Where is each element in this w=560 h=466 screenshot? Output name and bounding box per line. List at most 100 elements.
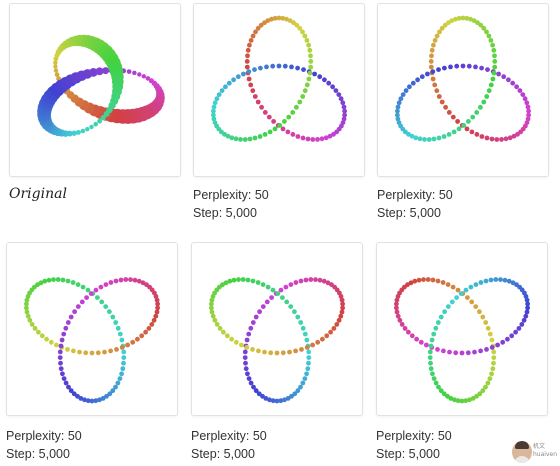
knot-point <box>286 114 292 120</box>
knot-point <box>308 59 314 64</box>
knot-point <box>68 388 74 394</box>
knot-point <box>260 282 266 287</box>
knot-point <box>58 366 64 372</box>
knot-point <box>333 88 339 93</box>
knot-point <box>264 299 270 305</box>
knot-point <box>258 22 264 28</box>
knot-point <box>259 104 264 110</box>
knot-point <box>422 137 427 142</box>
knot-point <box>107 309 112 315</box>
knot-point <box>253 314 259 320</box>
knot-point <box>97 397 102 403</box>
panel-tsne-5 <box>376 242 548 416</box>
knot-point <box>149 322 155 327</box>
knot-point <box>395 108 400 114</box>
knot-point <box>103 110 110 117</box>
knot-point <box>300 380 306 386</box>
knot-point <box>312 71 317 77</box>
knot-point <box>500 339 506 345</box>
knot-point <box>432 82 438 88</box>
knot-point <box>290 132 296 137</box>
knot-point <box>436 94 442 99</box>
knot-point <box>302 33 308 39</box>
knot-point <box>209 297 215 303</box>
step-label: Step: 5,000 <box>6 447 70 461</box>
knot-point <box>489 136 495 142</box>
knot-point <box>502 277 508 283</box>
knot-point <box>488 277 494 283</box>
knot-point <box>449 299 455 305</box>
knot-point <box>445 304 451 309</box>
knot-point <box>429 337 435 343</box>
knot-point <box>424 342 429 348</box>
knot-point <box>245 53 250 59</box>
knot-point <box>241 71 246 77</box>
knot-point <box>71 391 77 397</box>
knot-point <box>252 135 258 141</box>
knot-point <box>110 388 116 394</box>
knot-point <box>513 329 518 335</box>
knot-point <box>425 277 431 282</box>
panel-tsne-3 <box>6 242 178 416</box>
knot-point <box>146 326 152 331</box>
knot-point <box>292 391 298 397</box>
knot-point <box>221 329 226 335</box>
knot-point <box>36 329 41 335</box>
knot-point <box>93 398 99 404</box>
knot-point <box>430 277 436 283</box>
knot-point <box>229 336 234 342</box>
knot-point <box>75 129 81 135</box>
knot-point <box>226 80 232 86</box>
knot-point <box>434 33 440 39</box>
knot-point <box>24 301 29 307</box>
knot-point <box>224 333 230 339</box>
knot-point <box>484 135 490 141</box>
tsne-plot-1 <box>211 15 347 142</box>
knot-point <box>245 277 251 283</box>
knot-point <box>53 60 58 65</box>
knot-point <box>283 284 289 290</box>
knot-point <box>438 314 444 320</box>
knot-point <box>446 110 452 115</box>
knot-point <box>103 282 109 287</box>
knot-point <box>435 347 440 352</box>
knot-point <box>463 398 469 404</box>
knot-point <box>299 347 304 352</box>
knot-point <box>253 388 259 394</box>
knot-point <box>341 104 347 110</box>
knot-point <box>243 360 248 366</box>
knot-point <box>284 16 289 22</box>
knot-point <box>297 25 303 31</box>
knot-point <box>65 347 70 352</box>
knot-point <box>306 42 311 48</box>
knot-point <box>503 136 509 142</box>
knot-point <box>243 366 249 372</box>
knot-point <box>209 301 214 307</box>
knot-point <box>490 366 496 372</box>
knot-point <box>492 53 497 59</box>
knot-point <box>250 347 255 352</box>
knot-point <box>326 80 332 86</box>
knot-point <box>442 65 447 71</box>
knot-point <box>438 388 444 394</box>
knot-point <box>136 278 142 284</box>
knot-point <box>432 38 438 43</box>
knot-point <box>394 309 400 315</box>
knot-point <box>257 309 262 315</box>
knot-point <box>474 110 480 115</box>
knot-point <box>524 309 530 315</box>
knot-point <box>428 360 433 366</box>
knot-point <box>55 277 61 282</box>
knot-point <box>53 68 59 73</box>
knot-point <box>211 112 216 118</box>
knot-point <box>306 360 311 366</box>
knot-point <box>441 391 447 397</box>
knot-point <box>430 69 436 74</box>
knot-point <box>491 360 496 366</box>
knot-point <box>412 278 418 284</box>
knot-point <box>303 277 309 283</box>
knot-point <box>214 96 220 102</box>
knot-point <box>486 33 492 39</box>
knot-point <box>287 349 292 355</box>
knot-point <box>268 350 274 356</box>
